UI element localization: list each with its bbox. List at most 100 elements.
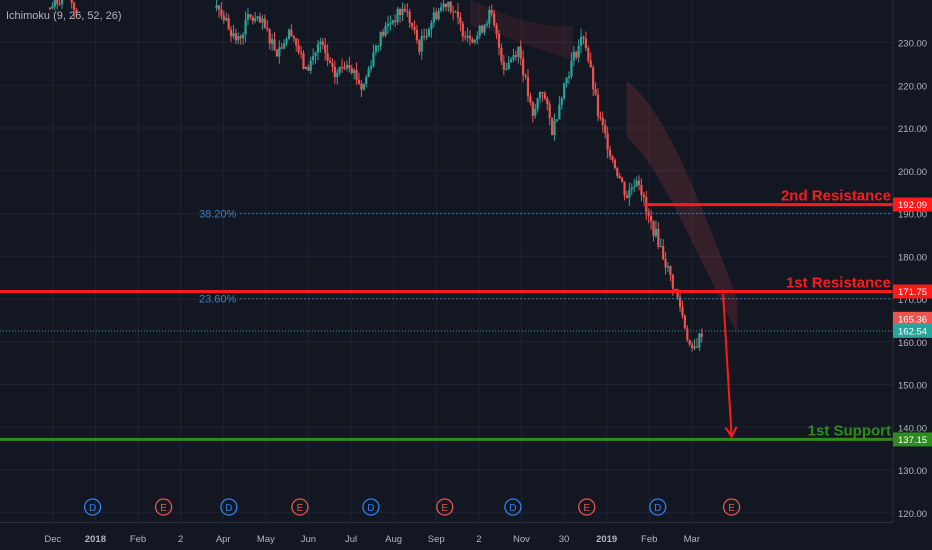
price-tick-label: 120.00 bbox=[898, 509, 927, 520]
candle-body bbox=[691, 344, 694, 349]
candle-body bbox=[543, 93, 546, 99]
candle-body bbox=[251, 17, 254, 22]
event-badge-circle bbox=[154, 498, 173, 516]
event-badge-letter: E bbox=[297, 503, 304, 514]
time-tick-label: Apr bbox=[216, 534, 231, 545]
candle-body bbox=[514, 55, 518, 57]
candle-body bbox=[386, 23, 390, 27]
candle-body bbox=[444, 3, 447, 8]
event-badge-circle bbox=[220, 498, 238, 516]
candle-body bbox=[353, 70, 356, 74]
level-label: 2nd Resistance bbox=[781, 188, 891, 205]
candle-body bbox=[678, 297, 682, 308]
dividend-event-badge[interactable]: D bbox=[220, 498, 238, 516]
indicator-label[interactable]: Ichimoku (9, 26, 52, 26) bbox=[6, 10, 122, 22]
candle-body bbox=[268, 29, 271, 44]
candle-body bbox=[546, 98, 549, 105]
candle-body bbox=[519, 46, 522, 59]
candle-body bbox=[611, 156, 614, 160]
prev-close-tag-bg bbox=[893, 311, 932, 326]
candle-body bbox=[664, 259, 667, 268]
candle-body bbox=[456, 11, 460, 18]
candle-body bbox=[333, 66, 336, 78]
candle-body bbox=[642, 194, 645, 198]
time-tick-label: Dec bbox=[44, 534, 61, 545]
candle-body bbox=[316, 44, 320, 53]
candle-body bbox=[73, 2, 76, 11]
candle-body bbox=[649, 215, 653, 222]
candle-body bbox=[427, 29, 431, 37]
candle-body bbox=[324, 44, 327, 53]
price-tick-label: 130.00 bbox=[898, 466, 927, 477]
earnings-event-badge[interactable]: E bbox=[578, 498, 596, 516]
candle-body bbox=[345, 64, 349, 69]
candle-body bbox=[270, 39, 274, 44]
time-tick-label: 2019 bbox=[596, 534, 617, 545]
event-badge-letter: D bbox=[225, 503, 232, 514]
candle-body bbox=[452, 11, 455, 13]
candle-body bbox=[244, 19, 247, 35]
dividend-event-badge[interactable]: D bbox=[362, 498, 380, 516]
dividend-event-badge[interactable]: D bbox=[504, 498, 522, 516]
candle-body bbox=[657, 228, 660, 247]
candle-body bbox=[471, 39, 474, 43]
candle-body bbox=[698, 333, 701, 348]
candle-body bbox=[237, 36, 240, 41]
candle-body bbox=[464, 36, 467, 38]
level-price-tag: 192.09 bbox=[898, 200, 927, 211]
candle-body bbox=[524, 75, 527, 77]
dividend-event-badge[interactable]: D bbox=[649, 498, 667, 516]
event-badge-circle bbox=[291, 498, 309, 516]
event-badge-letter: E bbox=[160, 503, 167, 514]
candle-body bbox=[495, 25, 498, 34]
time-tick-label: 30 bbox=[559, 534, 570, 545]
candle-body bbox=[541, 91, 544, 94]
earnings-event-badge[interactable]: E bbox=[291, 498, 309, 516]
earnings-event-badge[interactable]: E bbox=[154, 498, 173, 516]
candle-body bbox=[338, 67, 341, 73]
time-tick-label: May bbox=[257, 534, 275, 545]
candle-body bbox=[497, 33, 501, 48]
time-tick-label: 2 bbox=[178, 534, 183, 545]
time-tick-label: Jun bbox=[301, 534, 316, 545]
candle-body bbox=[623, 182, 626, 196]
time-tick-label: Nov bbox=[513, 534, 530, 545]
level-price-tag-bg bbox=[893, 284, 932, 299]
current-price-tag: 162.54 bbox=[898, 326, 927, 337]
candle-body bbox=[618, 175, 621, 179]
candle-body bbox=[652, 221, 655, 236]
candle-body bbox=[435, 12, 438, 20]
candle-body bbox=[275, 49, 279, 57]
event-badge-circle bbox=[722, 498, 741, 516]
candle-body bbox=[396, 9, 399, 22]
cloud-segment bbox=[470, 0, 573, 60]
candle-body bbox=[283, 43, 286, 49]
price-axis-bg bbox=[893, 0, 932, 550]
candle-body bbox=[48, 7, 52, 9]
candle-body bbox=[628, 189, 631, 198]
candle-body bbox=[319, 41, 322, 45]
earnings-event-badge[interactable]: E bbox=[436, 498, 454, 516]
ichimoku-cloud bbox=[470, 0, 738, 334]
projection-arrow bbox=[722, 293, 733, 437]
candle-body bbox=[350, 68, 353, 74]
candle-body bbox=[483, 25, 486, 33]
candle-body bbox=[432, 12, 435, 23]
candle-body bbox=[442, 3, 445, 8]
candle-body bbox=[459, 17, 462, 24]
dividend-event-badge[interactable]: D bbox=[83, 498, 102, 516]
candle-body bbox=[534, 108, 537, 116]
prev-close-tag: 165.36 bbox=[898, 314, 927, 325]
candle-body bbox=[420, 35, 423, 52]
candle-body bbox=[403, 9, 406, 12]
candle-body bbox=[384, 26, 387, 36]
earnings-event-badge[interactable]: E bbox=[722, 498, 741, 516]
candle-body bbox=[273, 39, 276, 50]
candle-body bbox=[217, 5, 221, 10]
current-price-tag-bg bbox=[893, 323, 932, 338]
candle-body bbox=[413, 26, 416, 30]
price-tick-label: 230.00 bbox=[898, 39, 927, 50]
candle-body bbox=[493, 13, 496, 26]
candle-body bbox=[70, 0, 73, 3]
